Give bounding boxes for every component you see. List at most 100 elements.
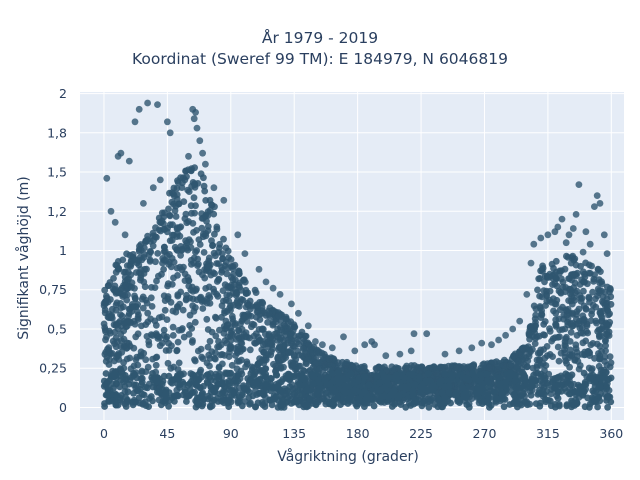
data-point bbox=[179, 306, 187, 314]
data-point bbox=[607, 286, 614, 293]
y-tick-label: 1,8 bbox=[47, 125, 67, 140]
data-point bbox=[591, 355, 598, 362]
data-point bbox=[184, 381, 192, 389]
data-point bbox=[475, 387, 483, 395]
data-point bbox=[323, 373, 331, 381]
data-point bbox=[277, 387, 285, 395]
data-point bbox=[139, 390, 146, 398]
data-point bbox=[446, 377, 454, 384]
data-point bbox=[264, 350, 272, 358]
data-point bbox=[452, 391, 459, 398]
data-point bbox=[294, 347, 301, 355]
data-point bbox=[513, 400, 521, 407]
data-point bbox=[245, 394, 253, 401]
data-point bbox=[350, 386, 358, 394]
data-point bbox=[142, 356, 150, 364]
data-point bbox=[198, 390, 206, 398]
data-point bbox=[103, 292, 110, 300]
data-point bbox=[607, 359, 615, 367]
data-point bbox=[303, 402, 310, 410]
data-point bbox=[226, 379, 233, 387]
data-point bbox=[112, 306, 120, 314]
data-point bbox=[215, 276, 222, 284]
data-point bbox=[603, 304, 611, 311]
data-point bbox=[309, 392, 317, 400]
data-point bbox=[342, 361, 350, 369]
data-point bbox=[123, 296, 131, 304]
data-point bbox=[130, 344, 138, 352]
data-point bbox=[101, 286, 109, 294]
data-point bbox=[291, 323, 299, 331]
data-point bbox=[158, 217, 166, 225]
outlier-point bbox=[255, 265, 263, 273]
data-point bbox=[122, 403, 130, 410]
data-point bbox=[216, 370, 223, 378]
data-point bbox=[393, 371, 400, 379]
data-point bbox=[121, 383, 129, 390]
outlier-point bbox=[502, 331, 509, 339]
data-point bbox=[173, 185, 181, 192]
data-point bbox=[203, 372, 210, 380]
data-point bbox=[166, 221, 174, 229]
data-point bbox=[181, 277, 189, 284]
outlier-point bbox=[527, 259, 535, 267]
data-point bbox=[523, 363, 531, 371]
x-tick-label: 360 bbox=[599, 426, 623, 441]
data-point bbox=[212, 332, 220, 340]
data-point bbox=[220, 297, 227, 305]
data-point bbox=[466, 363, 474, 370]
data-point bbox=[254, 382, 262, 390]
data-point bbox=[175, 200, 182, 208]
data-point bbox=[144, 318, 152, 326]
data-point bbox=[234, 397, 242, 405]
data-point bbox=[189, 389, 197, 396]
data-point bbox=[190, 307, 198, 315]
outlier-point bbox=[600, 231, 608, 239]
data-point bbox=[247, 370, 255, 377]
data-point bbox=[591, 397, 599, 405]
data-point bbox=[137, 271, 145, 278]
data-point bbox=[577, 262, 584, 270]
data-point bbox=[185, 331, 193, 338]
data-point bbox=[119, 256, 127, 264]
data-point bbox=[200, 249, 208, 256]
data-point bbox=[167, 364, 175, 372]
data-point bbox=[130, 381, 138, 389]
data-point bbox=[535, 332, 543, 340]
data-point bbox=[588, 310, 595, 318]
data-point bbox=[275, 397, 282, 405]
data-point bbox=[546, 270, 554, 278]
data-point bbox=[256, 355, 263, 363]
outlier-point bbox=[396, 350, 404, 358]
data-point bbox=[542, 302, 549, 309]
data-point bbox=[549, 375, 556, 383]
data-point bbox=[223, 270, 231, 278]
data-point bbox=[120, 327, 128, 335]
data-point bbox=[557, 288, 564, 296]
outlier-point bbox=[193, 124, 201, 132]
outlier-point bbox=[455, 347, 463, 355]
data-point bbox=[218, 269, 225, 276]
data-point bbox=[468, 395, 476, 402]
data-point bbox=[601, 374, 609, 381]
outlier-point bbox=[603, 250, 611, 257]
data-point bbox=[221, 307, 229, 315]
data-point bbox=[119, 370, 127, 378]
data-point bbox=[169, 231, 176, 239]
outlier-point bbox=[111, 218, 119, 226]
data-point bbox=[289, 342, 297, 350]
data-point bbox=[106, 279, 114, 286]
data-point bbox=[112, 288, 120, 295]
data-point bbox=[183, 398, 190, 405]
data-point bbox=[161, 306, 169, 314]
data-point bbox=[138, 369, 146, 376]
data-point bbox=[137, 348, 145, 356]
data-point bbox=[572, 271, 580, 278]
data-point bbox=[168, 236, 176, 244]
data-point bbox=[227, 302, 234, 310]
data-point bbox=[348, 363, 356, 371]
data-point bbox=[102, 328, 109, 335]
data-point bbox=[186, 322, 194, 329]
data-point bbox=[274, 403, 282, 411]
